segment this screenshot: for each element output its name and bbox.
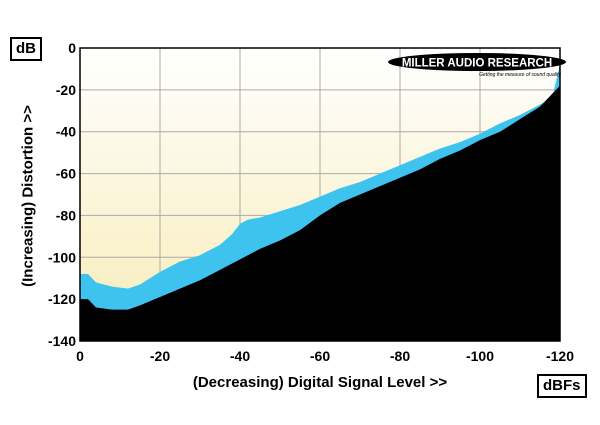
y-tick-label: -60 [56,166,76,182]
y-unit-label: dB [10,37,42,61]
x-axis-label: (Decreasing) Digital Signal Level >> [192,374,448,391]
x-tick-label: -120 [546,348,574,364]
x-tick-label: -20 [150,348,170,364]
x-tick-label: -40 [230,348,250,364]
x-unit-label: dBFs [537,374,587,398]
logo-text: MILLER AUDIO RESEARCH [402,58,552,70]
y-tick-label: -80 [56,207,76,223]
plot-frame [79,47,561,342]
x-tick-label: -80 [390,348,410,364]
x-tick-label: -60 [310,348,330,364]
y-tick-label: -40 [56,124,76,140]
noise-floor-area [80,85,560,342]
x-tick-label: -100 [466,348,494,364]
y-tick-label: -20 [56,82,76,98]
logo-tagline: Getting the measure of sound quality [479,72,561,78]
y-tick-label: -120 [48,291,76,307]
x-tick-labels: 0 -20 -40 -60 -80 -100 -120 [76,348,574,364]
y-tick-labels: 0 -20 -40 -60 -80 -100 -120 -140 [48,40,76,349]
x-tick-label: 0 [76,348,84,364]
y-tick-label: 0 [68,40,76,56]
logo: MILLER AUDIO RESEARCH Getting the measur… [388,53,566,78]
y-axis-label-text: (Increasing) Distortion >> [19,105,37,287]
y-tick-label: -100 [48,249,76,265]
y-tick-label: -140 [48,333,76,349]
